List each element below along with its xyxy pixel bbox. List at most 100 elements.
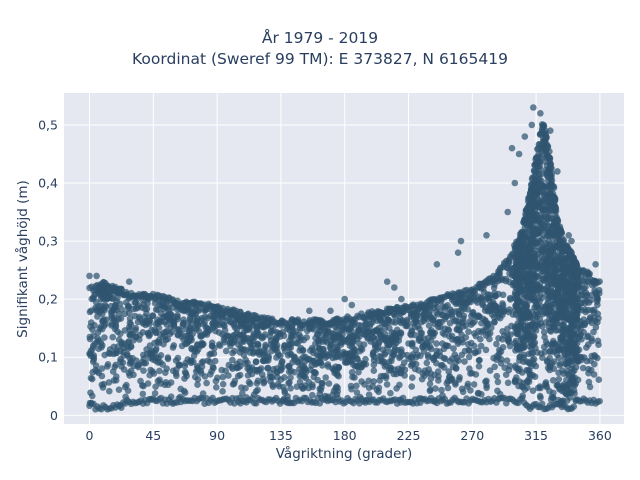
data-point <box>304 356 311 363</box>
data-point <box>127 321 135 328</box>
data-point <box>123 299 130 306</box>
data-point <box>475 363 483 370</box>
data-point <box>556 385 564 392</box>
data-point <box>342 354 350 361</box>
data-point <box>562 257 570 265</box>
data-point <box>538 235 546 243</box>
data-point <box>500 308 508 315</box>
data-point <box>493 273 500 280</box>
data-point <box>319 346 327 353</box>
data-point <box>588 319 596 327</box>
data-point <box>254 342 262 350</box>
data-point <box>181 368 189 376</box>
y-tick-label: 0,3 <box>38 234 58 249</box>
data-point <box>97 290 105 297</box>
data-point <box>124 387 132 395</box>
data-point <box>279 358 286 365</box>
data-point <box>268 373 275 381</box>
data-point <box>219 388 226 395</box>
data-point <box>493 352 501 360</box>
data-point <box>424 351 432 359</box>
data-point <box>524 197 532 205</box>
data-point <box>146 331 154 339</box>
data-point <box>555 369 562 377</box>
data-point <box>536 392 544 400</box>
data-point <box>546 154 554 162</box>
data-point <box>242 384 249 392</box>
data-point <box>222 367 229 375</box>
data-point <box>236 331 243 339</box>
data-point <box>153 291 161 299</box>
data-point <box>452 381 459 388</box>
data-point <box>362 355 369 363</box>
x-tick-label: 0 <box>86 428 94 443</box>
data-point <box>441 331 448 338</box>
data-point <box>426 312 434 320</box>
y-tick-label: 0,5 <box>38 117 58 132</box>
data-point <box>92 306 100 313</box>
data-point <box>543 185 551 193</box>
data-point <box>596 278 603 285</box>
data-point <box>464 383 471 390</box>
x-tick-label: 180 <box>333 428 357 443</box>
data-point <box>310 369 318 376</box>
data-point <box>554 326 561 334</box>
data-point <box>465 328 472 336</box>
data-point <box>308 321 316 329</box>
data-point <box>400 359 408 367</box>
data-point <box>495 305 503 312</box>
data-point <box>483 382 490 389</box>
data-point <box>230 380 238 388</box>
data-point <box>384 316 392 324</box>
data-point <box>356 333 363 340</box>
data-point <box>194 381 201 389</box>
data-point <box>254 368 261 375</box>
data-point <box>550 184 558 192</box>
data-point <box>524 294 531 302</box>
data-point <box>140 360 148 367</box>
data-point <box>536 175 543 183</box>
data-point <box>92 299 100 306</box>
data-point <box>527 221 534 229</box>
data-point <box>514 267 522 274</box>
data-point <box>143 319 150 327</box>
data-point <box>322 374 330 381</box>
data-point <box>518 228 526 236</box>
data-point <box>381 335 389 343</box>
data-point <box>478 329 485 336</box>
data-point <box>550 241 557 249</box>
data-point <box>170 321 178 328</box>
data-point <box>548 360 556 367</box>
data-point <box>193 317 201 324</box>
data-point <box>431 304 438 312</box>
data-point <box>261 356 268 364</box>
data-point <box>181 375 188 382</box>
x-tick-label: 315 <box>524 428 548 443</box>
data-point <box>499 328 506 335</box>
data-point <box>569 291 576 299</box>
data-point <box>273 334 280 342</box>
data-point <box>415 337 423 344</box>
data-point <box>596 290 603 297</box>
data-point <box>254 377 262 385</box>
y-tick-label: 0,2 <box>38 292 58 307</box>
data-point <box>542 246 549 253</box>
data-point <box>509 311 517 318</box>
data-point <box>588 307 596 314</box>
data-point <box>268 347 275 355</box>
data-point <box>371 327 379 335</box>
data-point <box>306 307 313 315</box>
x-axis-ticks: 0 45 90 135 180 225 270 315 360 <box>86 428 612 443</box>
data-point <box>407 331 415 339</box>
data-point <box>409 359 417 367</box>
data-point <box>579 364 587 372</box>
data-point <box>536 165 543 173</box>
data-point <box>194 341 201 348</box>
data-point <box>111 363 118 371</box>
data-point <box>403 318 411 326</box>
data-point <box>130 362 138 370</box>
data-point <box>524 323 532 330</box>
data-point <box>521 386 528 394</box>
y-axis-label: Signifikant våghöjd (m) <box>15 180 31 338</box>
data-point <box>305 379 313 386</box>
